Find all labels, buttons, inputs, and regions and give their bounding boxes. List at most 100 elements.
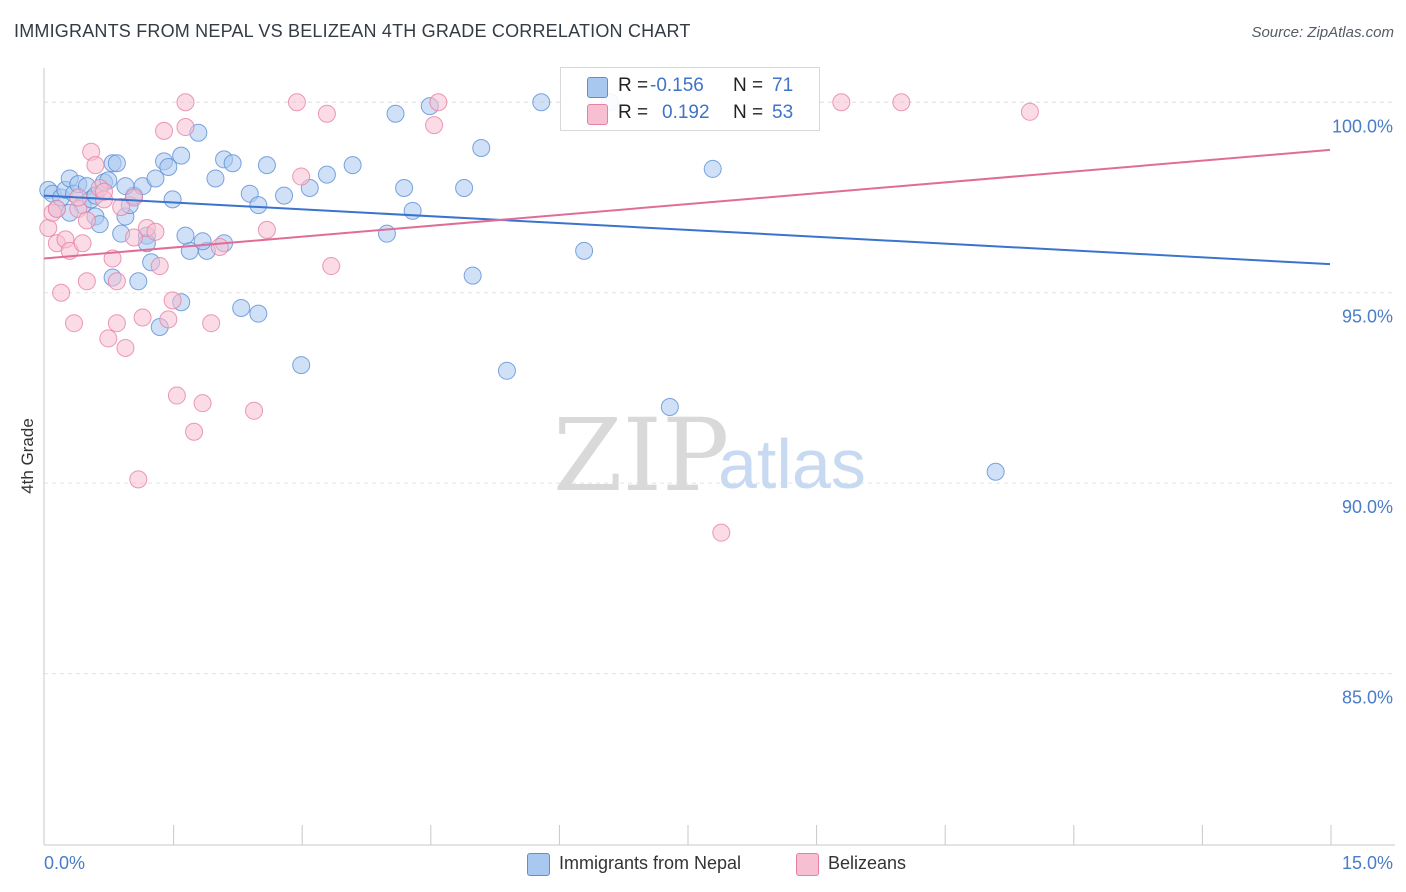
data-point-belizeans: [129, 470, 148, 489]
legend-item-nepal[interactable]: Immigrants from Nepal: [527, 852, 777, 878]
stats-r-value: 0.192: [662, 102, 710, 123]
data-point-belizeans: [107, 272, 126, 291]
trend-line-nepal: [43, 194, 1331, 266]
watermark: ZIP atlas: [553, 397, 866, 514]
data-point-belizeans: [77, 211, 96, 230]
data-point-belizeans: [317, 104, 336, 123]
y-tick-label: 85.0%: [1342, 688, 1393, 708]
data-point-belizeans: [133, 308, 152, 327]
legend-swatch-belizeans: [796, 853, 819, 876]
data-point-belizeans: [287, 93, 306, 112]
data-point-nepal: [206, 169, 225, 188]
data-point-nepal: [317, 165, 336, 184]
legend-swatch-nepal: [527, 853, 550, 876]
legend-item-belizeans[interactable]: Belizeans: [796, 852, 926, 878]
stats-box: R = -0.156 N = 71 R = 0.192 N = 53: [560, 67, 820, 131]
data-point-nepal: [703, 159, 722, 178]
data-point-nepal: [403, 201, 422, 220]
data-point-belizeans: [159, 310, 178, 329]
data-point-nepal: [257, 156, 276, 175]
stats-row-nepal: R = -0.156 N = 71: [561, 74, 819, 100]
data-point-belizeans: [116, 338, 135, 357]
data-point-nepal: [532, 93, 551, 112]
data-point-belizeans: [1020, 102, 1039, 121]
data-point-belizeans: [125, 188, 144, 207]
data-point-belizeans: [176, 93, 195, 112]
data-point-belizeans: [155, 121, 174, 140]
data-point-nepal: [986, 462, 1005, 481]
data-point-belizeans: [150, 257, 169, 276]
data-point-nepal: [163, 190, 182, 209]
stats-swatch-nepal: [587, 77, 608, 98]
data-point-belizeans: [99, 329, 118, 348]
y-tick-label: 90.0%: [1342, 497, 1393, 517]
data-point-nepal: [107, 154, 126, 173]
data-point-belizeans: [77, 272, 96, 291]
data-point-belizeans: [193, 394, 212, 413]
data-point-belizeans: [125, 228, 144, 247]
data-points: [39, 93, 1039, 542]
stats-row-belizeans: R = 0.192 N = 53: [561, 101, 819, 127]
trend-lines: [43, 148, 1331, 266]
data-point-belizeans: [245, 401, 264, 420]
data-point-nepal: [497, 361, 516, 380]
trend-line-belizeans: [43, 148, 1331, 260]
data-point-belizeans: [86, 156, 105, 175]
data-point-belizeans: [832, 93, 851, 112]
data-point-belizeans: [210, 238, 229, 257]
data-point-belizeans: [257, 220, 276, 239]
data-point-nepal: [146, 169, 165, 188]
data-point-nepal: [232, 298, 251, 317]
data-point-nepal: [395, 178, 414, 197]
data-point-nepal: [472, 138, 491, 157]
data-point-belizeans: [322, 257, 341, 276]
tick-labels: 85.0% 90.0% 95.0% 100.0% 0.0% 15.0%: [44, 116, 1393, 873]
stats-n-value: 53: [772, 102, 794, 123]
data-point-belizeans: [107, 314, 126, 333]
watermark-zip: ZIP: [553, 397, 729, 514]
data-point-nepal: [193, 232, 212, 251]
stats-r-label: R =: [618, 75, 649, 96]
data-point-nepal: [129, 272, 148, 291]
data-point-belizeans: [146, 222, 165, 241]
data-point-belizeans: [892, 93, 911, 112]
data-point-nepal: [377, 224, 396, 243]
data-point-belizeans: [176, 118, 195, 137]
data-point-belizeans: [167, 386, 186, 405]
x-tick-label: 0.0%: [44, 853, 85, 873]
y-tick-label: 100.0%: [1332, 116, 1393, 136]
data-point-belizeans: [185, 422, 204, 441]
stats-r-value: -0.156: [650, 75, 704, 96]
x-tick-label: 15.0%: [1342, 853, 1393, 873]
data-point-belizeans: [73, 234, 92, 253]
data-point-nepal: [386, 104, 405, 123]
source-credit: Source: ZipAtlas.com: [1251, 24, 1394, 41]
data-point-nepal: [159, 158, 178, 177]
data-point-belizeans: [163, 291, 182, 310]
stats-r-label: R =: [618, 102, 649, 123]
data-point-nepal: [343, 156, 362, 175]
data-point-belizeans: [292, 167, 311, 186]
data-point-belizeans: [65, 314, 84, 333]
data-point-nepal: [455, 178, 474, 197]
stats-n-value: 71: [772, 75, 794, 96]
data-point-belizeans: [95, 182, 114, 201]
data-point-nepal: [575, 241, 594, 260]
legend-label-belizeans: Belizeans: [828, 853, 907, 873]
data-point-nepal: [249, 196, 268, 215]
stats-n-label: N =: [733, 102, 764, 123]
legend-label-nepal: Immigrants from Nepal: [559, 853, 742, 873]
data-point-belizeans: [429, 93, 448, 112]
data-point-nepal: [176, 226, 195, 245]
data-point-belizeans: [39, 218, 58, 237]
data-point-nepal: [292, 356, 311, 375]
data-point-nepal: [660, 397, 679, 416]
data-point-belizeans: [52, 283, 71, 302]
y-tick-label: 95.0%: [1342, 307, 1393, 327]
data-point-belizeans: [112, 198, 131, 217]
data-point-nepal: [223, 154, 242, 173]
data-point-belizeans: [103, 249, 122, 268]
chart-title: IMMIGRANTS FROM NEPAL VS BELIZEAN 4TH GR…: [14, 21, 691, 41]
data-point-belizeans: [712, 523, 731, 542]
